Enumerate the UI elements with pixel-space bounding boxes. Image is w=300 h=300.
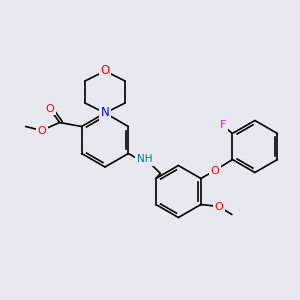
Text: O: O (214, 202, 223, 212)
Text: NH: NH (136, 154, 152, 164)
Text: O: O (37, 125, 46, 136)
Text: O: O (100, 64, 109, 77)
Text: F: F (220, 121, 226, 130)
Text: O: O (45, 103, 54, 113)
Text: N: N (100, 106, 109, 119)
Text: O: O (211, 166, 219, 176)
